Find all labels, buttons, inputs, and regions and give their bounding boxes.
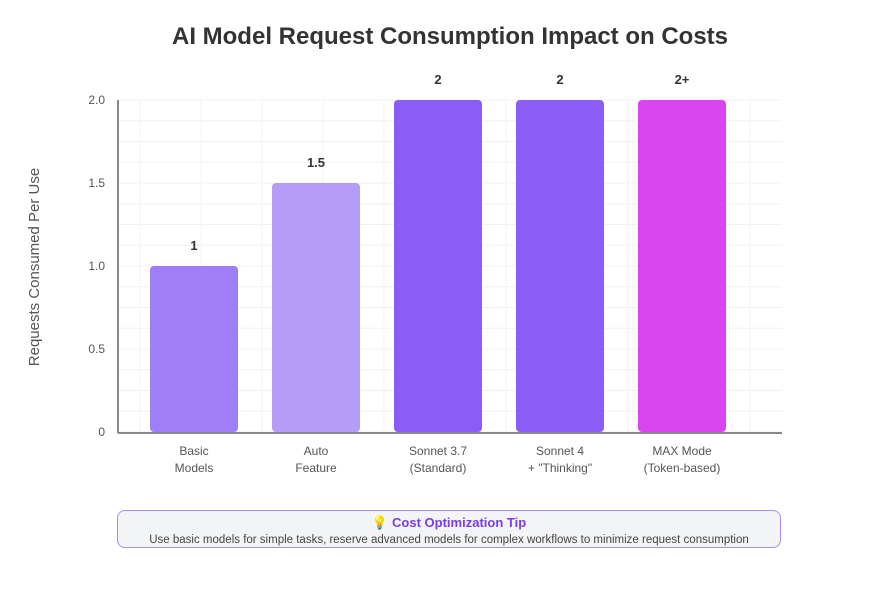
- x-tick-label: + "Thinking": [528, 461, 592, 475]
- tip-text: Use basic models for simple tasks, reser…: [149, 534, 749, 546]
- data-label: 2: [556, 72, 563, 87]
- tip-title-row: 💡 Cost Optimization Tip: [118, 515, 780, 531]
- chart-title: AI Model Request Consumption Impact on C…: [172, 23, 728, 50]
- tip-title: Cost Optimization Tip: [392, 515, 527, 530]
- bar: [638, 100, 726, 432]
- bar: [150, 266, 238, 432]
- x-tick-label: (Standard): [410, 461, 467, 475]
- axes: Basic Models Auto Feature Sonnet 3.7 (Standar…: [88, 93, 782, 475]
- x-tick-label: Sonnet 4: [536, 444, 584, 458]
- x-tick-label: Sonnet 3.7: [409, 444, 467, 458]
- cost-tip-box: 💡 Cost Optimization Tip Use basic models …: [117, 510, 781, 548]
- bars: 1 1.5 2 2 2+: [150, 72, 726, 432]
- data-label: 1: [190, 238, 197, 253]
- bar: [272, 183, 360, 432]
- bar: [394, 100, 482, 432]
- y-axis-label: Requests Consumed Per Use: [26, 168, 43, 366]
- y-tick-label: 0: [98, 425, 105, 439]
- x-tick-label: Models: [175, 461, 214, 475]
- x-tick-label: Feature: [295, 461, 337, 475]
- y-tick-label: 0.5: [88, 342, 105, 356]
- x-tick-label: Basic: [179, 444, 208, 458]
- y-tick-label: 2.0: [88, 93, 105, 107]
- lightbulb-icon: 💡: [371, 515, 389, 530]
- data-label: 1.5: [307, 155, 325, 170]
- y-tick-label: 1.5: [88, 176, 105, 190]
- x-tick-label: Auto: [304, 444, 329, 458]
- y-tick-label: 1.0: [88, 259, 105, 273]
- bar: [516, 100, 604, 432]
- data-label: 2: [434, 72, 441, 87]
- x-tick-label: (Token-based): [644, 461, 721, 475]
- data-label: 2+: [675, 72, 690, 87]
- x-tick-label: MAX Mode: [652, 444, 712, 458]
